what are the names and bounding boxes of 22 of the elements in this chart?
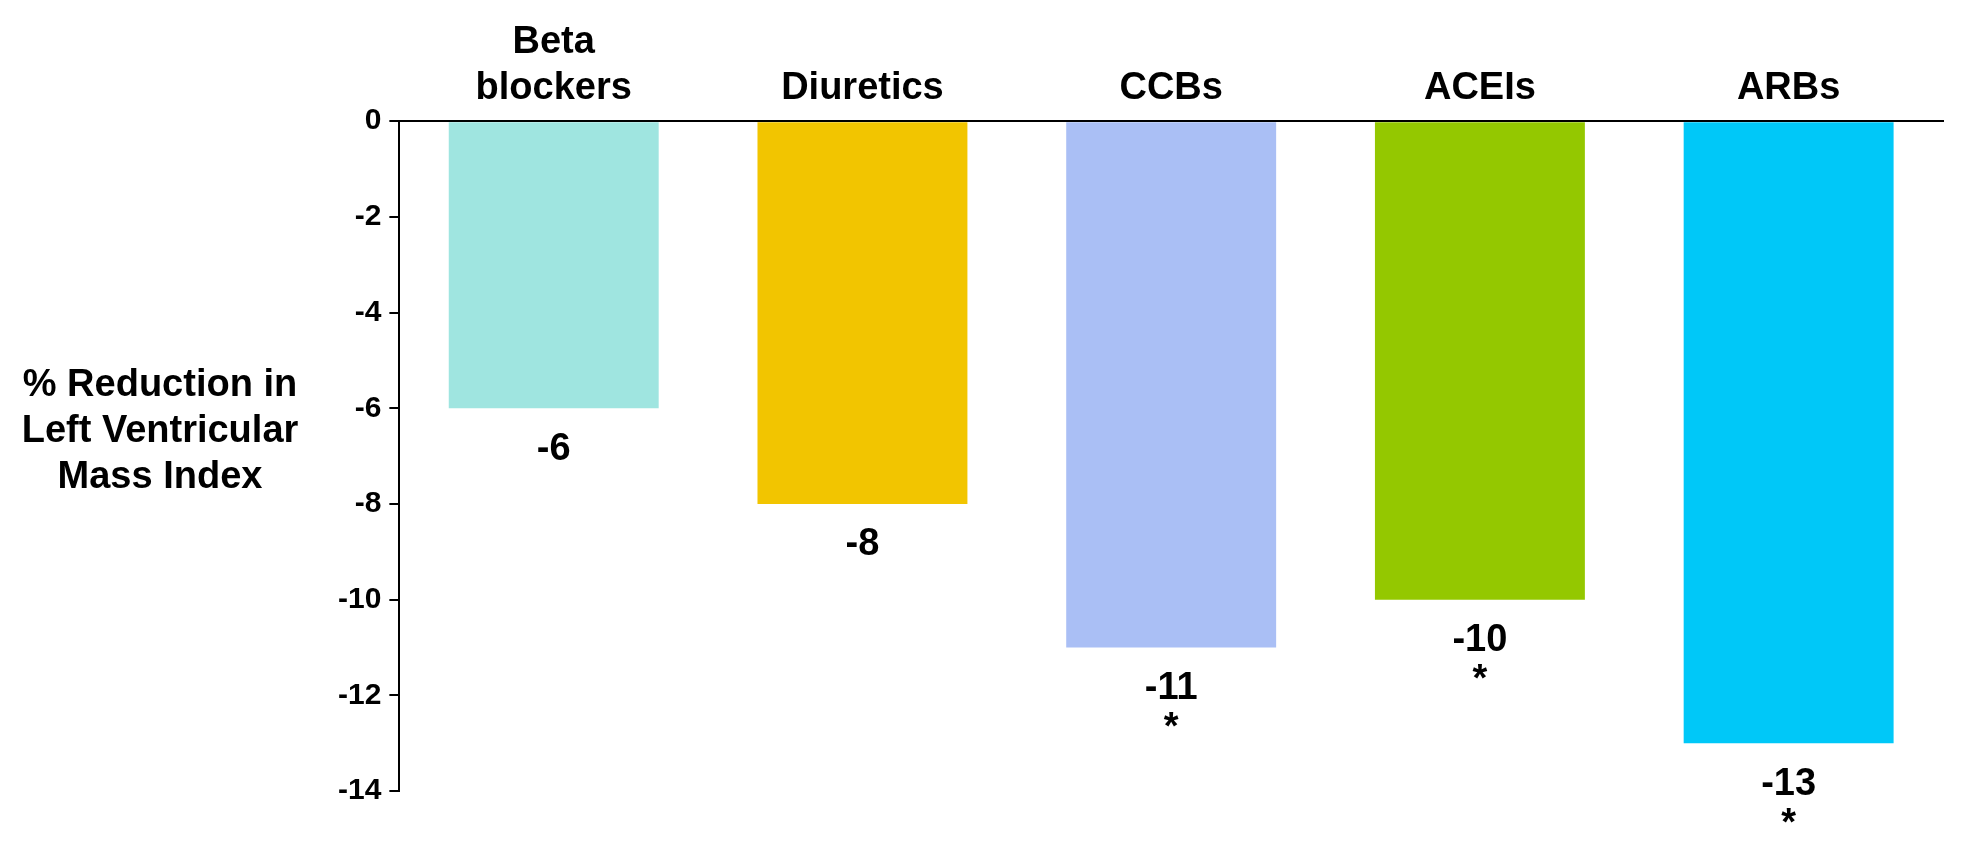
y-tick-label: -14 <box>338 772 382 806</box>
y-tick-label: -2 <box>354 198 382 232</box>
data-label: -10 <box>1452 617 1508 660</box>
y-tick-label: -6 <box>354 389 382 423</box>
y-axis-title: % Reduction in Left Ventricular Mass Index <box>20 361 300 498</box>
y-tick-label: 0 <box>364 102 382 136</box>
annotation: * <box>1781 800 1797 843</box>
data-label: -11 <box>1144 664 1198 707</box>
y-tick-label: -12 <box>338 676 382 710</box>
y-tick-label: -8 <box>354 485 382 519</box>
x-tick-label: Beta blockers <box>475 19 632 107</box>
data-label: -6 <box>536 425 571 468</box>
x-tick-label: ARBs <box>1736 64 1841 107</box>
data-label: -13 <box>1761 760 1817 803</box>
x-tick-label: ACEIs <box>1423 64 1536 107</box>
x-tick-label: Diuretics <box>781 64 944 107</box>
annotation: * <box>1472 657 1488 700</box>
annotation: * <box>1163 704 1179 747</box>
y-tick-label: -4 <box>354 293 382 327</box>
data-label: -8 <box>845 521 880 564</box>
y-tick-label: -10 <box>338 580 382 614</box>
x-tick-label: CCBs <box>1119 64 1223 107</box>
